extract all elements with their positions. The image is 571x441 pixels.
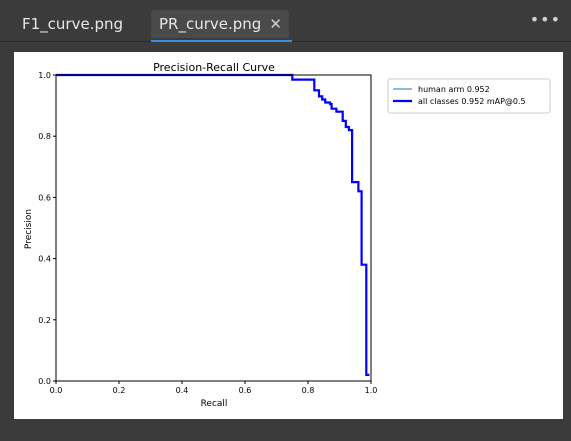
pr-curve-chart: Precision-Recall Curve Recall Precision … <box>24 61 551 409</box>
legend-label-1: all classes 0.952 mAP@0.5 <box>418 97 526 106</box>
tab-f1-curve[interactable]: F1_curve.png <box>22 10 123 38</box>
tab-f1-curve-label: F1_curve.png <box>22 15 124 33</box>
tab-pr-curve[interactable]: PR_curve.png ✕ <box>151 10 292 42</box>
legend-label-0: human arm 0.952 <box>418 85 490 94</box>
plot-frame <box>55 74 372 382</box>
x-tick-label: 0.8 <box>302 386 315 395</box>
close-icon[interactable]: ✕ <box>269 14 282 33</box>
image-canvas: Precision-Recall Curve Recall Precision … <box>14 52 563 419</box>
x-tick-label: 0.4 <box>176 386 189 395</box>
legend-frame <box>387 78 551 114</box>
y-tick-label: 0.8 <box>38 132 51 141</box>
x-axis-label: Recall <box>201 399 228 409</box>
x-tick-label: 0.6 <box>239 386 252 395</box>
y-tick-label: 0.0 <box>38 377 51 386</box>
y-tick-label: 0.4 <box>38 255 51 264</box>
series-line-1 <box>56 73 370 376</box>
more-options-icon[interactable]: ••• <box>529 10 561 29</box>
x-tick-label: 0.2 <box>113 386 126 395</box>
y-tick-label: 1.0 <box>38 71 51 80</box>
y-tick-label: 0.2 <box>38 316 51 325</box>
y-tick-label: 0.6 <box>38 193 51 202</box>
tab-pr-curve-label: PR_curve.png <box>159 15 262 33</box>
active-tab-indicator <box>151 40 292 42</box>
chart-title: Precision-Recall Curve <box>153 61 275 74</box>
x-tick-label: 0.0 <box>50 386 63 395</box>
x-tick-label: 1.0 <box>365 386 378 395</box>
series-line-0 <box>56 74 370 376</box>
legend: human arm 0.952 all classes 0.952 mAP@0.5 <box>387 78 551 114</box>
y-axis-label: Precision <box>24 209 34 249</box>
tab-bar: F1_curve.png PR_curve.png ✕ ••• <box>0 0 571 42</box>
